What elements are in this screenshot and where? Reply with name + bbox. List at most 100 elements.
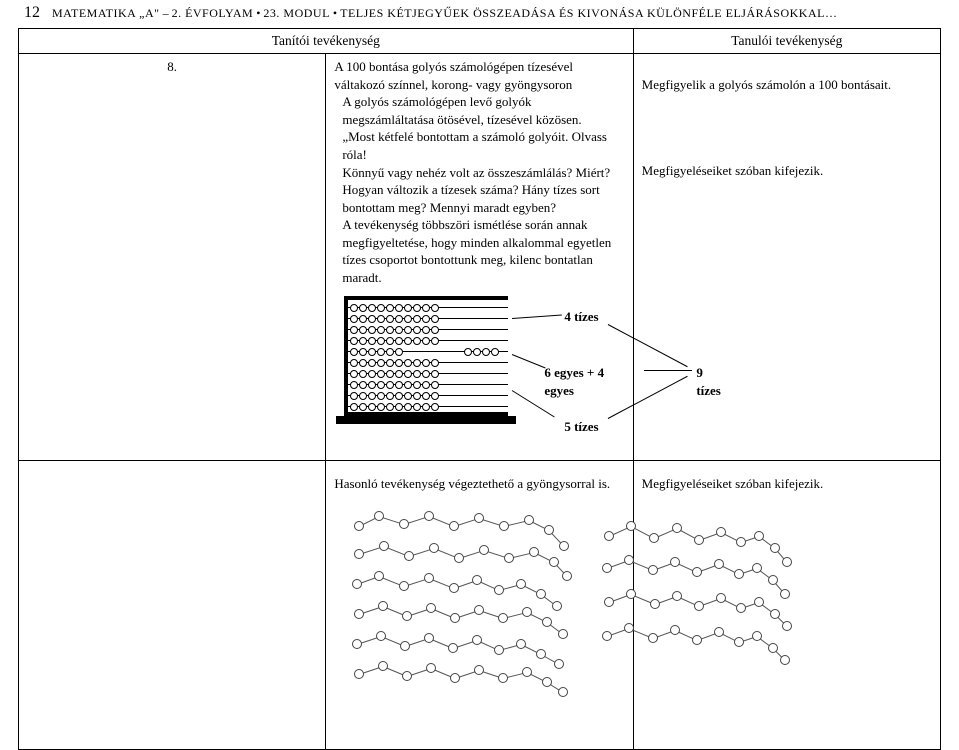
- abacus-bead: [404, 403, 412, 411]
- strand-bead: [454, 553, 464, 563]
- strand-bead: [472, 575, 482, 585]
- abacus-bead: [431, 326, 439, 334]
- row-number: 8.: [19, 54, 326, 461]
- abacus-bead: [359, 337, 367, 345]
- strand-bead: [494, 645, 504, 655]
- teacher-heading: A 100 bontása golyós számológépen tízesé…: [334, 58, 624, 93]
- header-module: 23. MODUL: [263, 6, 330, 21]
- abacus-bead: [386, 392, 394, 400]
- strand-bead: [499, 521, 509, 531]
- abacus-bead: [395, 359, 403, 367]
- abacus-bead: [386, 326, 394, 334]
- strand-bead: [554, 659, 564, 669]
- abacus-bead: [386, 304, 394, 312]
- abacus-bead: [491, 348, 499, 356]
- strand-bead: [562, 571, 572, 581]
- abacus-bead: [404, 392, 412, 400]
- student-bottom-text: Megfigyeléseiket szóban kifejezik.: [642, 475, 932, 493]
- abacus-bead: [368, 326, 376, 334]
- abacus-bead: [350, 359, 358, 367]
- abacus-bead: [377, 337, 385, 345]
- abacus-bead: [404, 326, 412, 334]
- frame-top: [344, 296, 508, 300]
- abacus-bead: [395, 337, 403, 345]
- student-text-1: Megfigyelik a golyós számolón a 100 bont…: [642, 76, 932, 94]
- strand-bead: [424, 633, 434, 643]
- strand-bead: [498, 673, 508, 683]
- strand-bead: [352, 639, 362, 649]
- abacus-bead: [350, 315, 358, 323]
- strand-bead: [378, 601, 388, 611]
- header-title: TELJES KÉTJEGYŰEK ÖSSZEADÁSA ÉS KIVONÁSA…: [340, 6, 837, 21]
- abacus-bead: [377, 304, 385, 312]
- abacus-bead: [359, 381, 367, 389]
- label-6-4-egyes: 6 egyes + 4 egyes: [544, 364, 624, 399]
- teacher-bottom-text: Hasonló tevékenység végeztethető a gyöng…: [334, 475, 624, 493]
- strand-bead: [604, 597, 614, 607]
- row-number-empty: [19, 461, 326, 750]
- strand-bead: [424, 511, 434, 521]
- table-row: Hasonló tevékenység végeztethető a gyöng…: [19, 461, 941, 750]
- abacus-bead: [413, 326, 421, 334]
- abacus-bead: [404, 304, 412, 312]
- table-row: 8. A 100 bontása golyós számológépen tíz…: [19, 54, 941, 461]
- strand-bead: [450, 613, 460, 623]
- label-4-tizes: 4 tízes: [564, 308, 598, 326]
- abacus-bead: [413, 315, 421, 323]
- strand-bead: [449, 521, 459, 531]
- bullet: •: [330, 6, 340, 21]
- abacus-bead: [386, 315, 394, 323]
- abacus-bead: [377, 370, 385, 378]
- pointer-line: [644, 370, 692, 371]
- abacus-bead: [368, 315, 376, 323]
- strand-bead: [558, 687, 568, 697]
- strand-bead: [354, 521, 364, 531]
- abacus-bead: [413, 337, 421, 345]
- label-9-tizes: 9 tízes: [696, 364, 721, 399]
- abacus-bead: [464, 348, 472, 356]
- abacus-bead: [359, 348, 367, 356]
- abacus-bead: [395, 348, 403, 356]
- abacus-bead: [395, 315, 403, 323]
- abacus-bead: [413, 370, 421, 378]
- header-grade: 2. ÉVFOLYAM: [172, 6, 254, 21]
- abacus-bead: [422, 315, 430, 323]
- abacus-bead: [404, 381, 412, 389]
- abacus-bead: [350, 337, 358, 345]
- abacus-bead: [368, 370, 376, 378]
- col-header-teacher: Tanítói tevékenység: [19, 29, 634, 54]
- abacus-bead: [404, 315, 412, 323]
- abacus-base: [336, 416, 516, 424]
- abacus-bead: [431, 381, 439, 389]
- abacus-bead: [368, 337, 376, 345]
- abacus-bead: [395, 370, 403, 378]
- abacus-bead: [377, 403, 385, 411]
- strand-bead: [354, 549, 364, 559]
- strand-bead: [424, 573, 434, 583]
- abacus-bead: [359, 359, 367, 367]
- strand-bead: [379, 541, 389, 551]
- abacus-bead: [413, 359, 421, 367]
- abacus-bead: [395, 304, 403, 312]
- strand-bead: [402, 671, 412, 681]
- abacus-bead: [359, 326, 367, 334]
- label-5-tizes: 5 tízes: [564, 418, 598, 436]
- strand-bead: [354, 609, 364, 619]
- strand-bead: [504, 553, 514, 563]
- col-header-student: Tanulói tevékenység: [633, 29, 940, 54]
- teacher-cell-bottom: Hasonló tevékenység végeztethető a gyöng…: [326, 461, 633, 750]
- abacus-bead: [377, 315, 385, 323]
- student-cell: Megfigyelik a golyós számolón a 100 bont…: [633, 54, 940, 461]
- abacus-bead: [386, 337, 394, 345]
- abacus-diagram: 4 tízes 6 egyes + 4 egyes 9 tízes 5 tíze…: [344, 296, 624, 446]
- teacher-cell: A 100 bontása golyós számológépen tízesé…: [326, 54, 633, 461]
- abacus-bead: [431, 370, 439, 378]
- abacus-bead: [422, 392, 430, 400]
- abacus-bead: [395, 326, 403, 334]
- teacher-observe: A tevékenység többszöri ismétlése során …: [342, 216, 624, 286]
- pointer-line: [512, 354, 546, 368]
- strand-bead: [474, 665, 484, 675]
- activity-table: Tanítói tevékenység Tanulói tevékenység …: [18, 28, 941, 750]
- strand-bead: [494, 585, 504, 595]
- abacus-bead: [404, 337, 412, 345]
